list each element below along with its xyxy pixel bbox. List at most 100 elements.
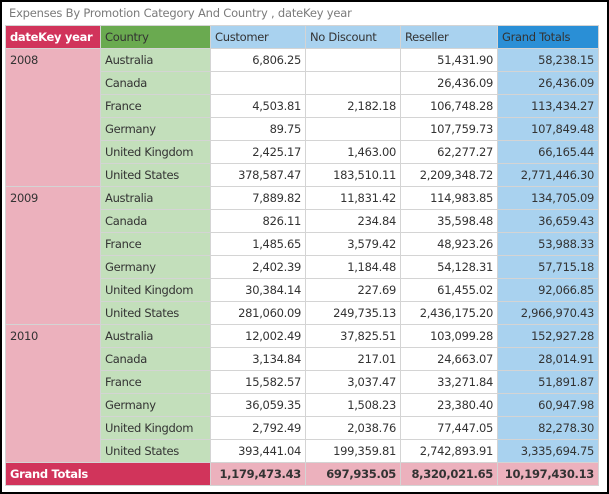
reseller-cell: 103,099.28: [400, 324, 498, 348]
reseller-cell: 35,598.48: [400, 209, 498, 233]
no-discount-cell: 227.69: [305, 278, 401, 302]
no-discount-cell: 2,182.18: [305, 94, 401, 118]
country-cell: United Kingdom: [100, 278, 211, 302]
no-discount-cell: 11,831.42: [305, 186, 401, 210]
no-discount-cell: 3,037.47: [305, 370, 401, 394]
reseller-cell: 48,923.26: [400, 232, 498, 256]
customer-cell: [210, 71, 306, 95]
no-discount-cell: 3,579.42: [305, 232, 401, 256]
grand-total-cell: 2,966,970.43: [497, 301, 599, 325]
reseller-cell: 62,277.27: [400, 140, 498, 164]
widget-title: Expenses By Promotion Category And Count…: [9, 6, 352, 20]
no-discount-cell: 37,825.51: [305, 324, 401, 348]
customer-cell: 30,384.14: [210, 278, 306, 302]
country-cell: Germany: [100, 393, 211, 417]
grand-total-cell: 152,927.28: [497, 324, 599, 348]
customer-cell: 826.11: [210, 209, 306, 233]
no-discount-cell: [305, 71, 401, 95]
reseller-cell: 33,271.84: [400, 370, 498, 394]
reseller-cell: 114,983.85: [400, 186, 498, 210]
country-cell: Germany: [100, 255, 211, 279]
header-row: dateKey year Country Customer No Discoun…: [5, 25, 599, 49]
table-row: France 1,485.65 3,579.42 48,923.26 53,988.33: [6, 232, 599, 256]
grand-totals-row: Grand Totals 1,179,473.43 697,935.05 8,3…: [5, 462, 599, 486]
country-cell: Canada: [100, 71, 211, 95]
reseller-cell: 2,742,893.91: [400, 439, 498, 463]
reseller-cell: 51,431.90: [400, 48, 498, 72]
year-cell: 2010: [5, 324, 101, 463]
no-discount-cell: 2,038.76: [305, 416, 401, 440]
customer-cell: 7,889.82: [210, 186, 306, 210]
table-row: Germany 2,402.39 1,184.48 54,128.31 57,715.1…: [6, 255, 599, 279]
country-cell: Canada: [100, 347, 211, 371]
no-discount-cell: 234.84: [305, 209, 401, 233]
country-cell: United Kingdom: [100, 140, 211, 164]
customer-cell: 378,587.47: [210, 163, 306, 187]
grand-total-cell: 57,715.18: [497, 255, 599, 279]
country-cell: Germany: [100, 117, 211, 141]
total-reseller: 8,320,021.65: [400, 462, 498, 486]
customer-cell: 393,441.04: [210, 439, 306, 463]
header-no-discount[interactable]: No Discount: [305, 25, 401, 49]
table-row: France 15,582.57 3,037.47 33,271.84 51,891.8…: [6, 370, 599, 394]
grand-total-cell: 113,434.27: [497, 94, 599, 118]
customer-cell: 1,485.65: [210, 232, 306, 256]
table-row: United Kingdom 30,384.14 227.69 61,455.02 92…: [6, 278, 599, 302]
grand-total-cell: 82,278.30: [497, 416, 599, 440]
customer-cell: 15,582.57: [210, 370, 306, 394]
grand-total-cell: 58,238.15: [497, 48, 599, 72]
country-cell: United States: [100, 301, 211, 325]
total-customer: 1,179,473.43: [210, 462, 306, 486]
reseller-cell: 54,128.31: [400, 255, 498, 279]
reseller-cell: 26,436.09: [400, 71, 498, 95]
grand-total-cell: 51,891.87: [497, 370, 599, 394]
table-row: Canada 3,134.84 217.01 24,663.07 28,014.91: [6, 347, 599, 371]
customer-cell: 6,806.25: [210, 48, 306, 72]
no-discount-cell: 1,463.00: [305, 140, 401, 164]
reseller-cell: 24,663.07: [400, 347, 498, 371]
country-cell: Australia: [100, 48, 211, 72]
no-discount-cell: 217.01: [305, 347, 401, 371]
year-cell: 2009: [5, 186, 101, 325]
table-row: Germany 36,059.35 1,508.23 23,380.40 60,947.…: [6, 393, 599, 417]
country-cell: United Kingdom: [100, 416, 211, 440]
customer-cell: 2,402.39: [210, 255, 306, 279]
grand-total-cell: 2,771,446.30: [497, 163, 599, 187]
customer-cell: 2,792.49: [210, 416, 306, 440]
country-cell: Australia: [100, 186, 211, 210]
country-cell: Canada: [100, 209, 211, 233]
reseller-cell: 77,447.05: [400, 416, 498, 440]
grand-total-cell: 134,705.09: [497, 186, 599, 210]
total-grand: 10,197,430.13: [497, 462, 599, 486]
table-row: 2008 Australia 6,806.25 51,431.90 58,238.15: [5, 48, 599, 187]
grand-total-cell: 26,436.09: [497, 71, 599, 95]
grand-total-cell: 36,659.43: [497, 209, 599, 233]
grand-total-cell: 28,014.91: [497, 347, 599, 371]
customer-cell: 36,059.35: [210, 393, 306, 417]
reseller-cell: 2,209,348.72: [400, 163, 498, 187]
table-row: 2009 Australia 7,889.82 11,831.42 114,983.85…: [5, 186, 599, 325]
grand-totals-label: Grand Totals: [5, 462, 211, 486]
table-row: Canada 826.11 234.84 35,598.48 36,659.43: [6, 209, 599, 233]
table-row: United States 393,441.04 199,359.81 2,742,8…: [6, 439, 599, 463]
header-customer[interactable]: Customer: [210, 25, 306, 49]
no-discount-cell: 249,735.13: [305, 301, 401, 325]
table-row: 2010 Australia 12,002.49 37,825.51 103,099.2…: [5, 324, 599, 463]
country-cell: France: [100, 94, 211, 118]
grand-total-cell: 92,066.85: [497, 278, 599, 302]
grand-total-cell: 3,335,694.75: [497, 439, 599, 463]
no-discount-cell: 1,184.48: [305, 255, 401, 279]
customer-cell: 281,060.09: [210, 301, 306, 325]
no-discount-cell: 199,359.81: [305, 439, 401, 463]
grand-total-cell: 66,165.44: [497, 140, 599, 164]
country-cell: United States: [100, 163, 211, 187]
customer-cell: 4,503.81: [210, 94, 306, 118]
header-datekey-year[interactable]: dateKey year: [5, 25, 101, 49]
header-grand-totals[interactable]: Grand Totals: [497, 25, 599, 49]
country-cell: France: [100, 232, 211, 256]
header-reseller[interactable]: Reseller: [400, 25, 498, 49]
reseller-cell: 106,748.28: [400, 94, 498, 118]
year-cell: 2008: [5, 48, 101, 187]
header-country[interactable]: Country: [100, 25, 211, 49]
